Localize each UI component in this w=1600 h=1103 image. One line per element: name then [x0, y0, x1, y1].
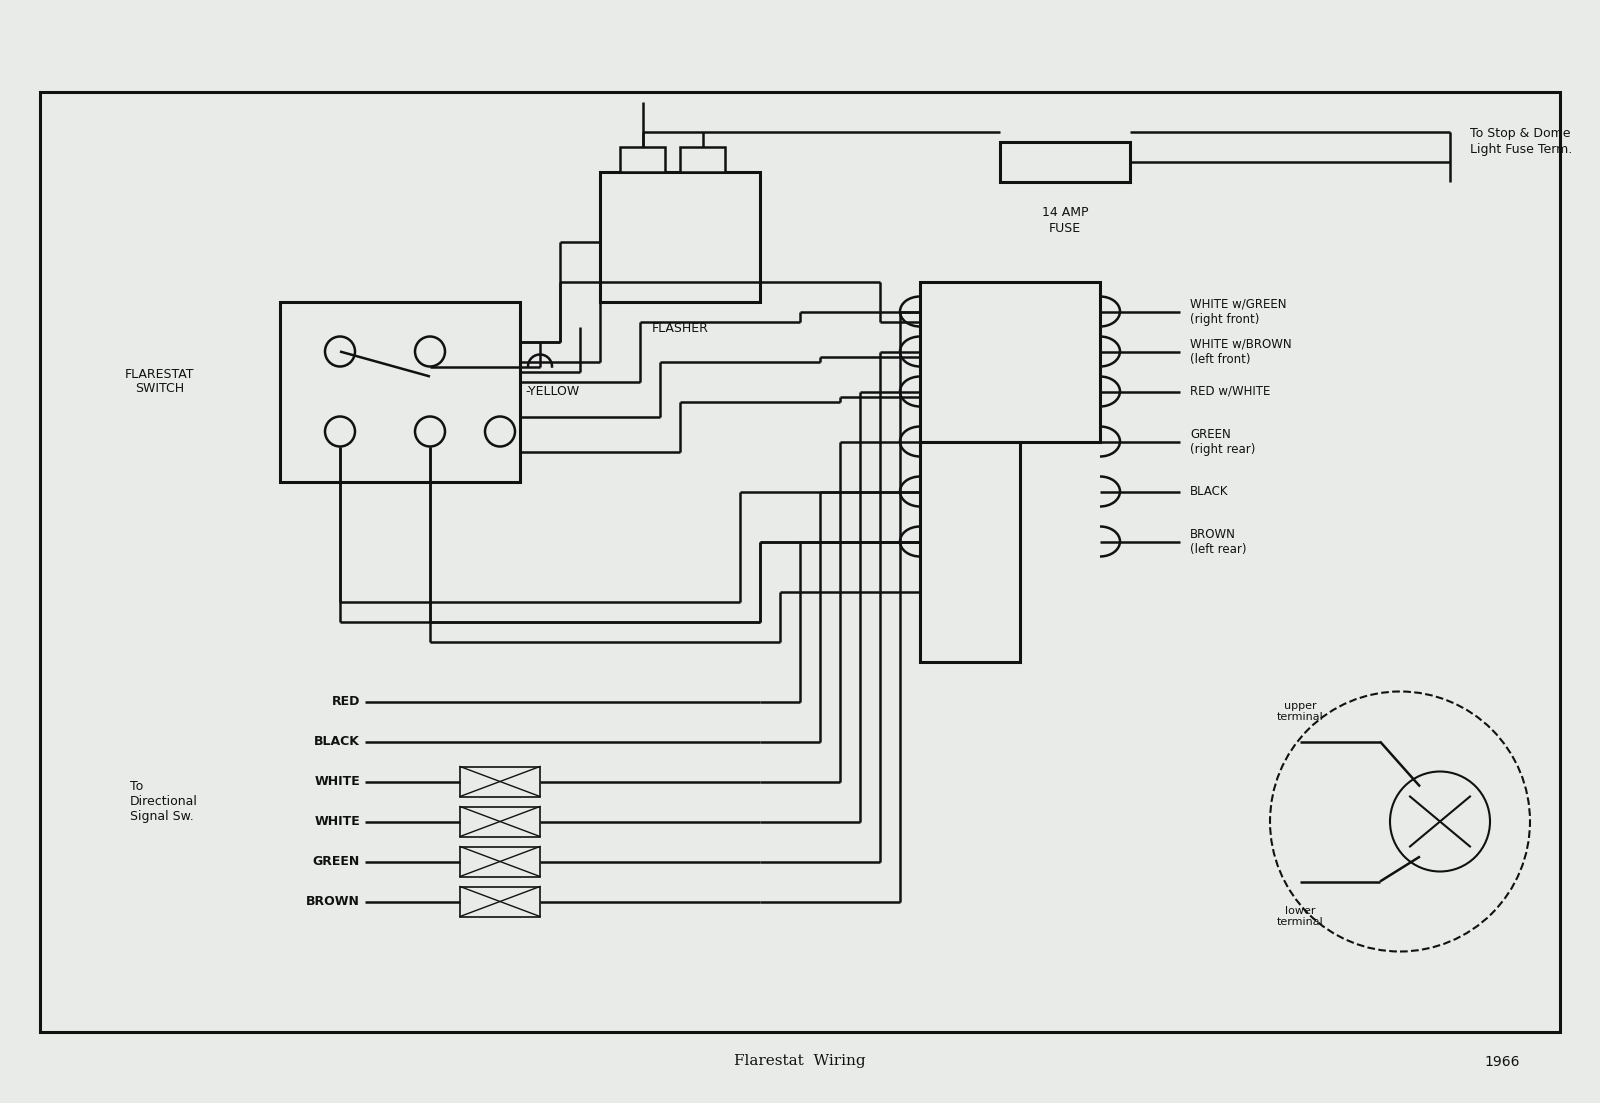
Bar — [920, 441, 1021, 662]
Bar — [461, 846, 541, 877]
Text: GREEN: GREEN — [312, 855, 360, 868]
Bar — [280, 301, 520, 482]
Text: 14 AMP
FUSE: 14 AMP FUSE — [1042, 206, 1088, 235]
Text: BLACK: BLACK — [1190, 485, 1229, 497]
Text: upper
terminal: upper terminal — [1277, 700, 1323, 722]
Text: WHITE: WHITE — [314, 775, 360, 788]
Bar — [461, 767, 541, 796]
Bar — [600, 171, 760, 301]
Text: WHITE w/BROWN
(left front): WHITE w/BROWN (left front) — [1190, 338, 1291, 365]
Bar — [1000, 141, 1130, 182]
Bar — [680, 147, 725, 171]
Text: FLARESTAT
SWITCH: FLARESTAT SWITCH — [125, 367, 195, 396]
Circle shape — [325, 336, 355, 366]
Circle shape — [1390, 771, 1490, 871]
Circle shape — [485, 417, 515, 447]
Bar — [40, 92, 1560, 1031]
Text: To
Directional
Signal Sw.: To Directional Signal Sw. — [130, 780, 198, 823]
Text: To Stop & Dome
Light Fuse Term.: To Stop & Dome Light Fuse Term. — [1470, 128, 1573, 156]
Text: WHITE: WHITE — [314, 815, 360, 828]
Text: FLASHER: FLASHER — [651, 321, 709, 334]
Text: -YELLOW: -YELLOW — [526, 385, 579, 398]
Text: RED w/WHITE: RED w/WHITE — [1190, 385, 1270, 398]
Bar — [621, 147, 666, 171]
Text: BLACK: BLACK — [314, 735, 360, 748]
Text: BROWN: BROWN — [306, 895, 360, 908]
Bar — [461, 887, 541, 917]
Circle shape — [414, 336, 445, 366]
Bar — [461, 806, 541, 836]
Text: RED: RED — [331, 695, 360, 708]
Circle shape — [414, 417, 445, 447]
Text: GREEN
(right rear): GREEN (right rear) — [1190, 428, 1256, 456]
Bar — [920, 281, 1101, 441]
Circle shape — [325, 417, 355, 447]
Text: 1966: 1966 — [1485, 1054, 1520, 1069]
Text: BROWN
(left rear): BROWN (left rear) — [1190, 527, 1246, 556]
Text: lower
terminal: lower terminal — [1277, 906, 1323, 928]
Text: WHITE w/GREEN
(right front): WHITE w/GREEN (right front) — [1190, 298, 1286, 325]
Circle shape — [1270, 692, 1530, 952]
Text: Flarestat  Wiring: Flarestat Wiring — [734, 1054, 866, 1069]
